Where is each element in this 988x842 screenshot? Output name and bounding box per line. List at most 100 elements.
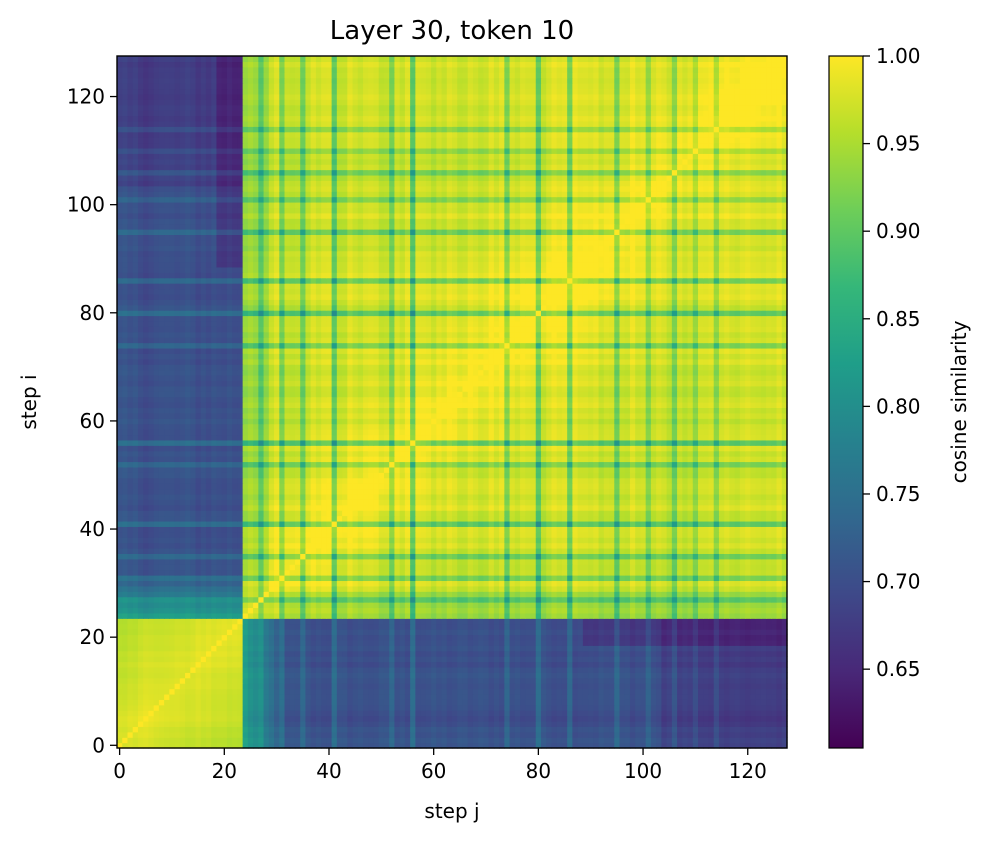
heatmap-cell [127,607,134,614]
heatmap-cell [242,699,249,706]
heatmap-cell [378,585,385,592]
heatmap-cell [294,688,301,695]
heatmap-cell [755,569,762,576]
heatmap-cell [635,656,642,663]
heatmap-cell [357,602,364,609]
heatmap-cell [431,726,437,733]
heatmap-cell [258,591,265,598]
heatmap-cell [530,720,537,727]
heatmap-cell [666,580,673,587]
heatmap-cell [713,737,720,744]
heatmap-cell [441,623,448,630]
heatmap-cell [279,553,286,560]
heatmap-cell [169,629,176,636]
heatmap-cell [718,683,725,690]
heatmap-cell [692,634,699,641]
heatmap-cell [650,629,657,636]
heatmap-cell [483,553,490,560]
heatmap-cell [179,720,186,727]
heatmap-cell [169,580,176,587]
heatmap-cell [739,585,746,592]
heatmap-cell [410,683,416,690]
heatmap-cell [540,666,547,673]
heatmap-cell [635,688,642,695]
heatmap-cell [436,553,443,560]
heatmap-cell [734,715,741,722]
heatmap-cell [551,580,558,587]
heatmap-cell [624,537,631,544]
heatmap-cell [624,720,631,727]
heatmap-cell [781,656,788,663]
heatmap-cell [420,720,427,727]
heatmap-cell [781,564,788,571]
heatmap-cell [540,629,547,636]
heatmap-cell [415,558,422,565]
heatmap-cell [504,591,511,598]
heatmap-cell [268,742,275,749]
heatmap-cell [703,618,710,625]
heatmap-cell [750,607,757,614]
heatmap-cell [766,688,772,695]
heatmap-cell [755,542,762,549]
heatmap-cell [446,602,453,609]
heatmap-cell [624,639,631,646]
heatmap-cell [661,699,668,706]
heatmap-cell [666,666,673,673]
heatmap-cell [415,564,422,571]
heatmap-cell [284,623,291,630]
heatmap-cell [781,726,788,733]
heatmap-cell [185,737,191,744]
heatmap-cell [294,602,301,609]
heatmap-cell [499,720,505,727]
heatmap-cell [399,558,406,565]
heatmap-cell [305,683,312,690]
heatmap-cell [661,715,668,722]
heatmap-cell [666,704,673,711]
heatmap-cell [310,591,317,598]
heatmap-cell [368,639,375,646]
heatmap-cell [713,699,720,706]
heatmap-cell [614,575,621,582]
heatmap-cell [588,661,594,668]
heatmap-cell [556,715,563,722]
heatmap-cell [666,737,673,744]
heatmap-cell [294,607,301,614]
heatmap-cell [457,715,464,722]
heatmap-cell [567,553,573,560]
heatmap-cell [499,677,505,684]
heatmap-cell [153,596,160,603]
heatmap-cell [326,602,333,609]
heatmap-cell [383,661,390,668]
heatmap-cell [499,639,505,646]
heatmap-cell [593,537,600,544]
heatmap-cell [363,720,369,727]
heatmap-cell [692,558,699,565]
heatmap-cell [404,629,411,636]
heatmap-cell [179,591,186,598]
heatmap-cell [499,542,505,549]
heatmap-cell [776,639,783,646]
heatmap-cell [336,575,343,582]
heatmap-cell [258,537,265,544]
heatmap-cell [629,537,636,544]
heatmap-cell [614,580,621,587]
heatmap-cell [724,683,731,690]
heatmap-cell [164,569,170,576]
heatmap-cell [734,569,741,576]
heatmap-cell [326,731,333,738]
heatmap-cell [331,715,338,722]
heatmap-cell [687,737,694,744]
heatmap-cell [446,596,453,603]
heatmap-cell [483,742,490,749]
heatmap-cell [692,537,699,544]
heatmap-cell [703,656,710,663]
heatmap-cell [734,699,741,706]
heatmap-cell [776,710,783,717]
heatmap-cell [635,564,642,571]
heatmap-cell [336,596,343,603]
heatmap-cell [520,553,526,560]
heatmap-cell [635,672,642,679]
heatmap-cell [546,612,553,619]
heatmap-cell [342,537,348,544]
heatmap-cell [776,575,783,582]
